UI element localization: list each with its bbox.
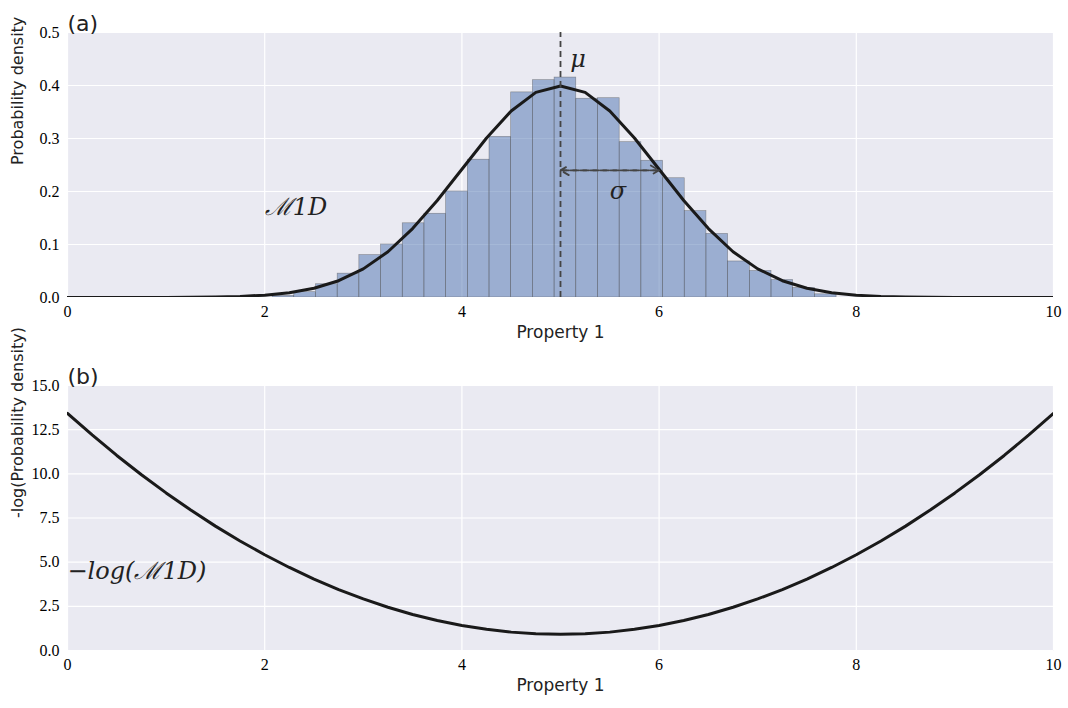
svg-text:0.0: 0.0 — [40, 289, 60, 306]
svg-text:Property 1: Property 1 — [516, 322, 604, 342]
svg-text:6: 6 — [655, 303, 663, 320]
svg-text:0: 0 — [64, 656, 72, 673]
svg-text:7.5: 7.5 — [40, 509, 60, 526]
svg-text:10.0: 10.0 — [32, 465, 60, 482]
svg-text:Property 1: Property 1 — [516, 675, 604, 695]
svg-text:σ: σ — [610, 177, 627, 205]
svg-text:0.2: 0.2 — [40, 183, 60, 200]
svg-text:15.0: 15.0 — [32, 377, 60, 394]
svg-text:-log(Probability density): -log(Probability density) — [8, 327, 27, 518]
svg-text:0: 0 — [64, 303, 72, 320]
svg-text:0.5: 0.5 — [40, 24, 60, 41]
svg-text:12.5: 12.5 — [32, 421, 60, 438]
svg-text:0.3: 0.3 — [40, 130, 60, 147]
svg-text:0.1: 0.1 — [40, 236, 60, 253]
svg-text:(a): (a) — [68, 11, 99, 36]
svg-text:2: 2 — [261, 303, 269, 320]
svg-text:0.0: 0.0 — [40, 642, 60, 659]
svg-text:(b): (b) — [68, 364, 99, 389]
svg-text:10: 10 — [1046, 303, 1062, 320]
svg-text:ℳ1D: ℳ1D — [265, 193, 328, 221]
svg-text:Probability density: Probability density — [8, 17, 27, 165]
svg-text:4: 4 — [458, 303, 466, 320]
svg-text:−log(ℳ1D): −log(ℳ1D) — [68, 557, 207, 585]
svg-text:0.4: 0.4 — [40, 77, 60, 94]
svg-text:2: 2 — [261, 656, 269, 673]
svg-text:2.5: 2.5 — [40, 597, 60, 614]
svg-text:4: 4 — [458, 656, 466, 673]
svg-text:8: 8 — [852, 303, 860, 320]
svg-text:μ: μ — [570, 45, 586, 73]
svg-text:10: 10 — [1046, 656, 1062, 673]
svg-text:6: 6 — [655, 656, 663, 673]
svg-text:5.0: 5.0 — [40, 553, 60, 570]
svg-text:8: 8 — [852, 656, 860, 673]
